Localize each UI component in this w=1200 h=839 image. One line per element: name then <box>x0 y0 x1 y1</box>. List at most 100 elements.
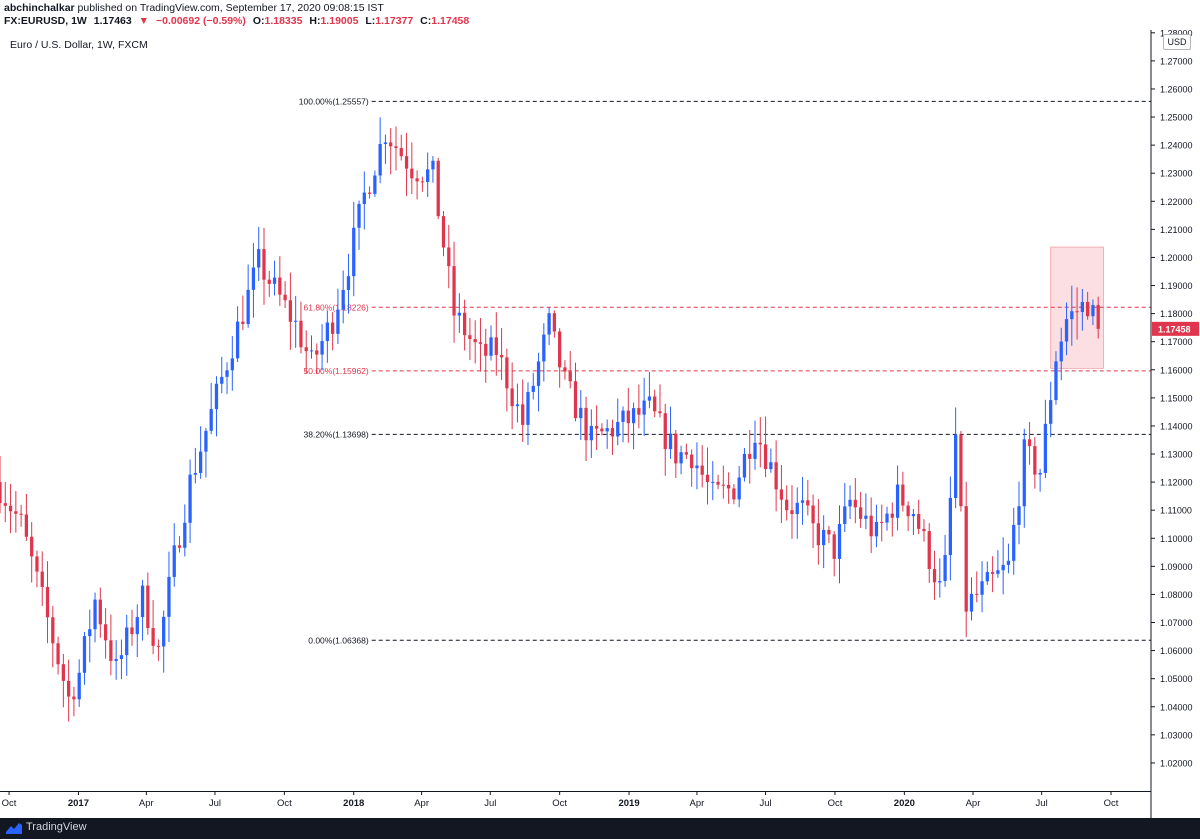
high-value: 1.19005 <box>320 15 359 27</box>
candle-body <box>668 433 673 450</box>
published-text: published on TradingView.com, September … <box>77 2 384 14</box>
candle-body <box>188 474 192 523</box>
time-tick-label: Apr <box>966 798 981 809</box>
candle-body <box>874 521 879 537</box>
candle-body <box>8 505 13 512</box>
time-tick-label: Jul <box>209 798 221 809</box>
candle-body <box>568 371 572 382</box>
fib-level-label: 0.00%(1.06368) <box>308 635 369 645</box>
time-tick-label: Apr <box>139 798 154 809</box>
candle-body <box>653 396 657 412</box>
candle-body <box>35 556 39 572</box>
publisher-name[interactable]: abchinchalkar <box>4 2 75 14</box>
price-tick-label: 1.22000 <box>1160 197 1193 207</box>
price-tick-label: 1.18000 <box>1160 309 1193 319</box>
candle-body <box>473 339 477 343</box>
candle-body <box>362 192 366 204</box>
candles <box>0 117 1100 722</box>
candle-body <box>1091 305 1095 317</box>
candle-body <box>336 309 340 334</box>
candle-body <box>510 388 514 407</box>
ohlc-legend: FX:EURUSD, 1W 1.17463 ▼ −0.00692 (−0.59%… <box>4 15 473 27</box>
candle-body <box>320 341 324 355</box>
candle-body <box>436 160 440 217</box>
candle-body <box>172 545 176 577</box>
candle-body <box>748 453 752 459</box>
candle-body <box>1027 439 1032 447</box>
time-tick-label: Oct <box>2 798 17 809</box>
candle-body <box>1017 506 1021 525</box>
candle-body <box>299 320 303 348</box>
candle-body <box>938 580 942 583</box>
candle-body <box>1033 446 1037 475</box>
candle-body <box>93 599 97 630</box>
open-label: O: <box>252 15 265 27</box>
high-label: H: <box>309 15 321 27</box>
chart-title: Euro / U.S. Dollar, 1W, FXCM <box>10 39 148 51</box>
candle-body <box>315 350 319 355</box>
candle-body <box>204 430 208 452</box>
candle-body <box>40 571 44 587</box>
candle-body <box>943 555 947 581</box>
candle-body <box>1054 361 1058 401</box>
price-tick-label: 1.13000 <box>1160 450 1193 460</box>
price-tick-label: 1.25000 <box>1160 113 1193 123</box>
tradingview-brand[interactable]: TradingView <box>26 821 87 833</box>
candle-body <box>24 514 29 537</box>
candle-body <box>241 321 245 324</box>
time-tick-label: Apr <box>414 798 429 809</box>
candle-body <box>753 442 757 459</box>
candle-body <box>1064 319 1069 342</box>
price-chart[interactable]: 100.00%(1.25557) 61.80%(1.18226) 50.00%(1.… <box>0 0 1200 818</box>
candle-body <box>626 410 630 424</box>
candle-body <box>272 277 277 284</box>
time-axis[interactable]: Oct 2017 Apr Jul Oct 2018 Apr Jul Oct 2019 Apr Jul O… <box>0 791 1151 809</box>
candle-body <box>547 313 551 335</box>
candle-body <box>737 477 741 500</box>
candle-body <box>14 511 18 514</box>
fib-level-label: 61.80%(1.18226) <box>304 302 369 312</box>
candle-body <box>895 484 900 518</box>
candle-body <box>373 175 377 194</box>
candle-body <box>109 640 113 661</box>
candle-body <box>594 425 599 429</box>
candle-body <box>3 503 7 506</box>
candle-body <box>589 425 593 441</box>
price-tick-label: 1.26000 <box>1160 84 1193 94</box>
close-value: 1.17458 <box>431 15 470 27</box>
candle-body <box>225 370 229 377</box>
currency-button[interactable]: USD <box>1163 34 1191 50</box>
candle-body <box>869 515 873 537</box>
publish-info: abchinchalkar published on TradingView.c… <box>4 2 384 14</box>
low-label: L: <box>365 15 376 27</box>
candle-body <box>330 322 335 334</box>
candle-body <box>103 624 108 641</box>
candle-body <box>822 529 826 546</box>
change-arrow-icon: ▼ <box>138 15 150 27</box>
candle-body <box>621 410 625 422</box>
candle-body <box>426 169 430 182</box>
price-axis[interactable]: 1.02000 1.03000 1.04000 1.05000 1.06000 1.070… <box>1150 28 1199 818</box>
candle-body <box>959 434 963 507</box>
candle-body <box>367 192 372 194</box>
tradingview-logo-icon[interactable] <box>6 822 22 834</box>
candle-body <box>843 506 847 524</box>
candle-body <box>462 312 467 336</box>
candle-body <box>183 522 187 548</box>
candle-body <box>948 497 953 556</box>
close-label: C: <box>420 15 432 27</box>
time-tick-label: Oct <box>552 798 567 809</box>
candle-body <box>394 146 398 149</box>
price-tick-label: 1.07000 <box>1160 618 1193 628</box>
candle-body <box>357 203 361 228</box>
candle-body <box>605 428 609 432</box>
price-tick-label: 1.16000 <box>1160 365 1193 375</box>
price-tick-label: 1.11000 <box>1160 506 1192 516</box>
symbol-label: FX:EURUSD, 1W <box>4 15 87 27</box>
price-tick-label: 1.24000 <box>1160 141 1193 151</box>
candle-body <box>1012 524 1016 561</box>
candle-body <box>383 142 388 144</box>
candle-body <box>785 499 789 511</box>
candle-body <box>19 513 23 515</box>
candle-body <box>763 444 768 470</box>
